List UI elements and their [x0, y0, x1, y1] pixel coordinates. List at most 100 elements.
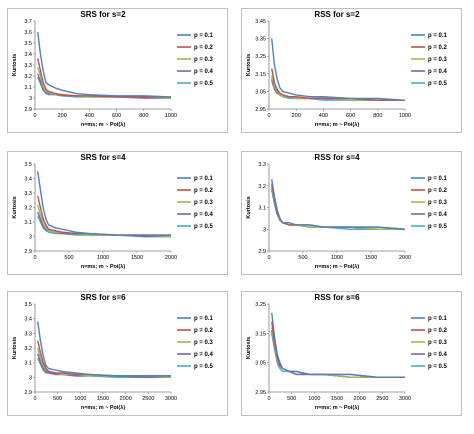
- chart-svg: SRS for s=2 2.9 3 3.1 3.2 3.3 3.4 3.5 3.6 3.7 0 200…: [7, 8, 228, 133]
- y-tick-label: 3.1: [24, 220, 32, 226]
- chart-svg: SRS for s=4 2.9 3 3.1 3.2 3.3 3.4 3.5 0 500 1000 15…: [7, 151, 228, 275]
- y-tick-label: 2.9: [258, 249, 266, 255]
- chart-panel-rss-s6: RSS for s=6 2.95 3.05 3.15 3.25 0 500 1000 1500 2…: [241, 291, 462, 416]
- legend-label: p = 0.5: [194, 224, 214, 230]
- y-tick-label: 3.1: [258, 206, 266, 212]
- chart-title: RSS for s=2: [314, 10, 360, 19]
- chart-panel-rss-s2: RSS for s=2 2.95 3.05 3.15 3.25 3.35 3.45 0 200 4…: [241, 8, 462, 133]
- chart-panel-srs-s6: SRS for s=6 2.9 3 3.1 3.2 3.3 3.4 3.5 0 500 1000 15…: [7, 291, 228, 416]
- x-tick-label: 2500: [142, 396, 154, 402]
- legend-label: p = 0.4: [194, 212, 214, 218]
- x-tick-label: 1000: [165, 113, 177, 119]
- legend-label: p = 0.5: [428, 224, 448, 230]
- y-tick-label: 3: [263, 227, 266, 233]
- x-tick-label: 400: [85, 113, 94, 119]
- y-tick-label: 3.2: [258, 184, 266, 190]
- legend-label: p = 0.3: [194, 340, 214, 346]
- y-axis-label: Kurtosis: [12, 337, 18, 359]
- y-tick-label: 2.95: [255, 107, 266, 113]
- legend-label: p = 0.4: [428, 352, 448, 358]
- legend-label: p = 0.4: [194, 352, 214, 358]
- chart-title: SRS for s=2: [80, 10, 126, 19]
- y-tick-label: 3.2: [24, 346, 32, 352]
- y-tick-label: 3.7: [24, 19, 32, 25]
- x-tick-label: 1500: [331, 396, 343, 402]
- x-axis-label: n=ms; m ~ Poi(λ): [81, 122, 125, 128]
- chart-svg: RSS for s=4 2.9 3 3.1 3.2 3.3 0 500 1000 1500 2000…: [241, 151, 462, 275]
- series-line-p1: [37, 31, 172, 98]
- chart-panel-srs-s2: SRS for s=2 2.9 3 3.1 3.2 3.3 3.4 3.5 3.6 3.7 0 200…: [7, 8, 228, 133]
- x-tick-label: 400: [319, 113, 328, 119]
- x-tick-label: 200: [58, 113, 67, 119]
- y-tick-label: 2.9: [24, 390, 32, 396]
- x-tick-label: 500: [53, 396, 62, 402]
- series-line-p1: [37, 171, 171, 236]
- series-line-p1: [271, 179, 406, 230]
- y-tick-label: 3.25: [255, 54, 266, 60]
- legend-label: p = 0.5: [428, 81, 448, 87]
- legend-label: p = 0.1: [194, 33, 214, 39]
- legend-label: p = 0.4: [428, 212, 448, 218]
- legend-label: p = 0.2: [194, 328, 214, 334]
- y-axis-label: Kurtosis: [12, 196, 18, 218]
- series-line-p2: [37, 58, 171, 98]
- x-tick-label: 600: [112, 113, 121, 119]
- y-tick-label: 3.15: [255, 331, 266, 337]
- chart-svg: RSS for s=6 2.95 3.05 3.15 3.25 0 500 1000 1500 2…: [241, 291, 462, 416]
- y-tick-label: 3: [29, 235, 32, 241]
- series-line-p3: [271, 75, 405, 101]
- y-tick-label: 3.5: [24, 162, 32, 168]
- y-tick-label: 3.3: [24, 63, 32, 69]
- y-tick-label: 3.3: [24, 331, 32, 337]
- x-tick-label: 0: [267, 396, 270, 402]
- y-tick-label: 3.5: [24, 302, 32, 308]
- x-tick-label: 800: [139, 113, 148, 119]
- legend-label: p = 0.3: [428, 57, 448, 63]
- chart-title: SRS for s=4: [80, 153, 126, 162]
- legend-label: p = 0.1: [428, 316, 448, 322]
- legend-label: p = 0.3: [194, 200, 214, 206]
- legend-label: p = 0.3: [428, 340, 448, 346]
- legend-label: p = 0.1: [194, 316, 214, 322]
- x-tick-label: 0: [267, 113, 270, 119]
- legend-label: p = 0.5: [428, 364, 448, 370]
- chart-panel-rss-s4: RSS for s=4 2.9 3 3.1 3.2 3.3 0 500 1000 1500 2000…: [241, 151, 462, 275]
- series-line-p1: [271, 312, 405, 379]
- y-tick-label: 3.3: [258, 162, 266, 168]
- x-tick-label: 0: [33, 113, 36, 119]
- y-tick-label: 3.15: [255, 72, 266, 78]
- chart-panel-srs-s4: SRS for s=4 2.9 3 3.1 3.2 3.3 3.4 3.5 0 500 1000 15…: [7, 151, 228, 275]
- y-tick-label: 3.5: [24, 41, 32, 47]
- series-line-p1: [271, 38, 406, 101]
- y-tick-label: 3.4: [24, 177, 32, 183]
- legend-label: p = 0.3: [428, 200, 448, 206]
- x-tick-label: 1000: [74, 396, 86, 402]
- x-axis-label: n=ms; m ~ Poi(λ): [81, 264, 125, 270]
- chart-title: SRS for s=6: [80, 293, 126, 302]
- legend-label: p = 0.1: [194, 176, 214, 182]
- chart-title: RSS for s=6: [314, 293, 360, 302]
- x-tick-label: 500: [287, 396, 296, 402]
- legend-label: p = 0.5: [194, 81, 214, 87]
- x-tick-label: 0: [33, 255, 36, 261]
- x-tick-label: 1500: [365, 255, 377, 261]
- x-tick-label: 1000: [331, 255, 343, 261]
- y-tick-label: 3.2: [24, 206, 32, 212]
- legend-label: p = 0.2: [194, 188, 214, 194]
- x-tick-label: 200: [292, 113, 301, 119]
- y-tick-label: 3: [29, 96, 32, 102]
- x-tick-label: 1500: [131, 255, 143, 261]
- legend-label: p = 0.2: [428, 328, 448, 334]
- chart-svg: RSS for s=2 2.95 3.05 3.15 3.25 3.35 3.45 0 200 4…: [241, 8, 462, 133]
- legend-label: p = 0.5: [194, 364, 214, 370]
- y-axis-label: Kurtosis: [246, 337, 252, 359]
- y-tick-label: 3.4: [24, 52, 32, 58]
- y-tick-label: 3: [29, 375, 32, 381]
- y-tick-label: 3.45: [255, 19, 266, 25]
- x-tick-label: 2000: [165, 255, 177, 261]
- x-tick-label: 500: [298, 255, 307, 261]
- y-tick-label: 3.1: [24, 361, 32, 367]
- series-line-p1: [37, 321, 171, 377]
- x-tick-label: 1500: [97, 396, 109, 402]
- y-tick-label: 3.1: [24, 85, 32, 91]
